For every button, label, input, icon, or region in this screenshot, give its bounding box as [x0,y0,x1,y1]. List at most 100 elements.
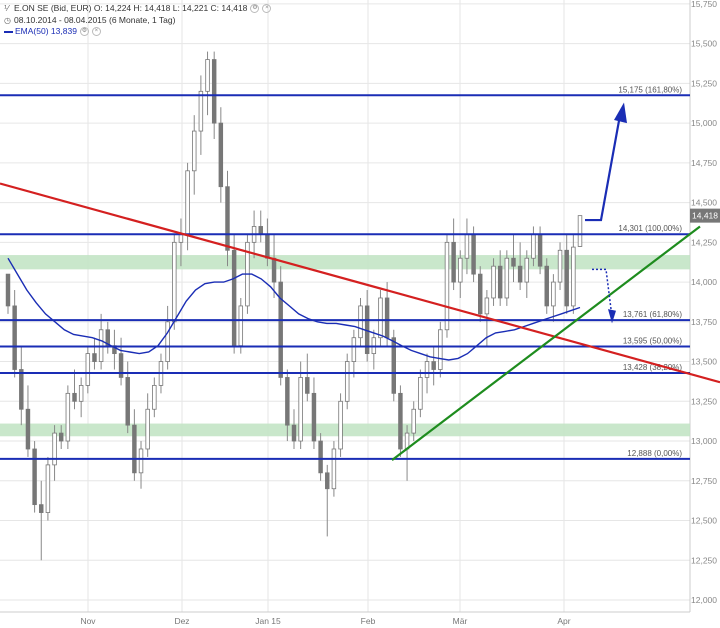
candle-body [471,233,476,275]
candle-body [85,353,91,386]
candle-body [225,186,230,251]
settings-icon[interactable]: ⚙ [250,4,260,14]
y-tick-label: 15,500 [691,39,717,49]
candle-body [551,281,556,307]
candle-body [265,233,270,259]
candle-body [431,361,436,370]
y-tick-label: 14,750 [691,158,717,168]
candle-body [291,424,297,442]
candle-body [78,385,84,402]
clock-icon: ◷ [4,15,11,25]
candle-body [338,400,343,450]
candle-body [258,226,263,235]
ema-line [7,257,581,361]
target-arrowhead [614,102,627,124]
candle-body [391,337,396,394]
candle-body [145,408,150,450]
candle-body [5,273,11,307]
candle-body [491,265,496,299]
candle-body [178,233,184,243]
candle-body [458,257,463,283]
y-tick-label: 14,000 [691,277,717,287]
candle-body [531,233,536,259]
candle-body [557,249,563,283]
candle-body [311,392,317,442]
candle-body [32,448,37,506]
candle-body [384,297,390,339]
fib-level-label: 12,888 (0,00%) [627,449,682,458]
candle-body [537,233,543,267]
x-tick-label: Mär [453,616,468,626]
y-tick-label: 14,250 [691,237,717,247]
candle-body [72,392,77,402]
candle-body [218,122,224,188]
fib-level-label: 13,761 (61,80%) [623,310,682,319]
candle-body [165,321,170,362]
chart-info-box: ⅟ E.ON SE (Bid, EUR) O: 14,224 H: 14,418… [4,3,272,38]
candle-body [25,408,31,450]
candle-body [58,432,64,442]
pullback-arrow-line [592,268,613,318]
x-tick-label: Dez [174,616,189,626]
x-tick-label: Nov [80,616,96,626]
candle-body [152,385,157,410]
candle-body [398,392,403,450]
y-tick-label: 13,500 [691,357,717,367]
candle-body [198,90,204,132]
candle-body [517,265,523,283]
symbol-text: E.ON SE (Bid, EUR) O: 14,224 H: 14,418 L… [14,3,248,13]
candle-body [45,464,51,513]
ema-close-icon[interactable]: × [91,27,101,37]
candle-body [19,369,24,410]
fib-level-label: 15,175 (161,80%) [618,85,682,94]
candle-body [484,297,490,315]
candle-body [205,59,210,92]
candle-body [544,265,549,307]
y-tick-label: 13,000 [691,436,717,446]
candle-body [185,170,190,235]
x-tick-label: Feb [361,616,376,626]
candle-body [378,297,383,339]
close-icon[interactable]: × [262,4,272,14]
period-text: 08.10.2014 - 08.04.2015 (6 Monate, 1 Tag… [14,14,176,25]
candle-body [238,305,244,347]
support-zone [0,255,690,270]
candle-body [52,432,57,466]
period-row: ◷ 08.10.2014 - 08.04.2015 (6 Monate, 1 T… [4,15,271,27]
candle-body [497,265,503,299]
candle-body [298,377,303,442]
candle-body [358,305,363,339]
pullback-arrowhead [608,309,616,324]
candle-body [511,257,516,267]
y-tick-label: 14,500 [691,198,717,208]
candle-body [451,241,456,283]
candle-body [138,448,144,474]
support-zone [0,423,690,437]
candle-body [231,249,237,347]
candle-body [351,337,357,362]
target-arrow-line [585,114,622,222]
ema-settings-icon[interactable]: ⚙ [79,27,89,37]
candle-body [318,440,323,474]
last-price-label: 14,418 [692,211,718,221]
candle-body [424,361,430,378]
candle-body [39,504,44,513]
candle-body [192,130,197,172]
candle-body [438,329,443,370]
downtrend-line [0,182,720,384]
candle-body [65,392,71,442]
ema-row: EMA(50) 13,839 ⚙ × [4,26,271,38]
candle-body [464,233,470,259]
candles-icon: ⅟ [4,4,9,13]
candle-body [478,273,483,315]
candle-body [12,305,17,370]
candle-body [285,377,290,426]
candle-body [278,281,283,378]
candle-body [524,257,530,283]
candle-body [325,472,330,490]
candle-body [305,377,310,394]
candle-body [211,59,217,124]
x-tick-label: Jan 15 [255,616,281,626]
y-tick-label: 12,750 [691,476,717,486]
